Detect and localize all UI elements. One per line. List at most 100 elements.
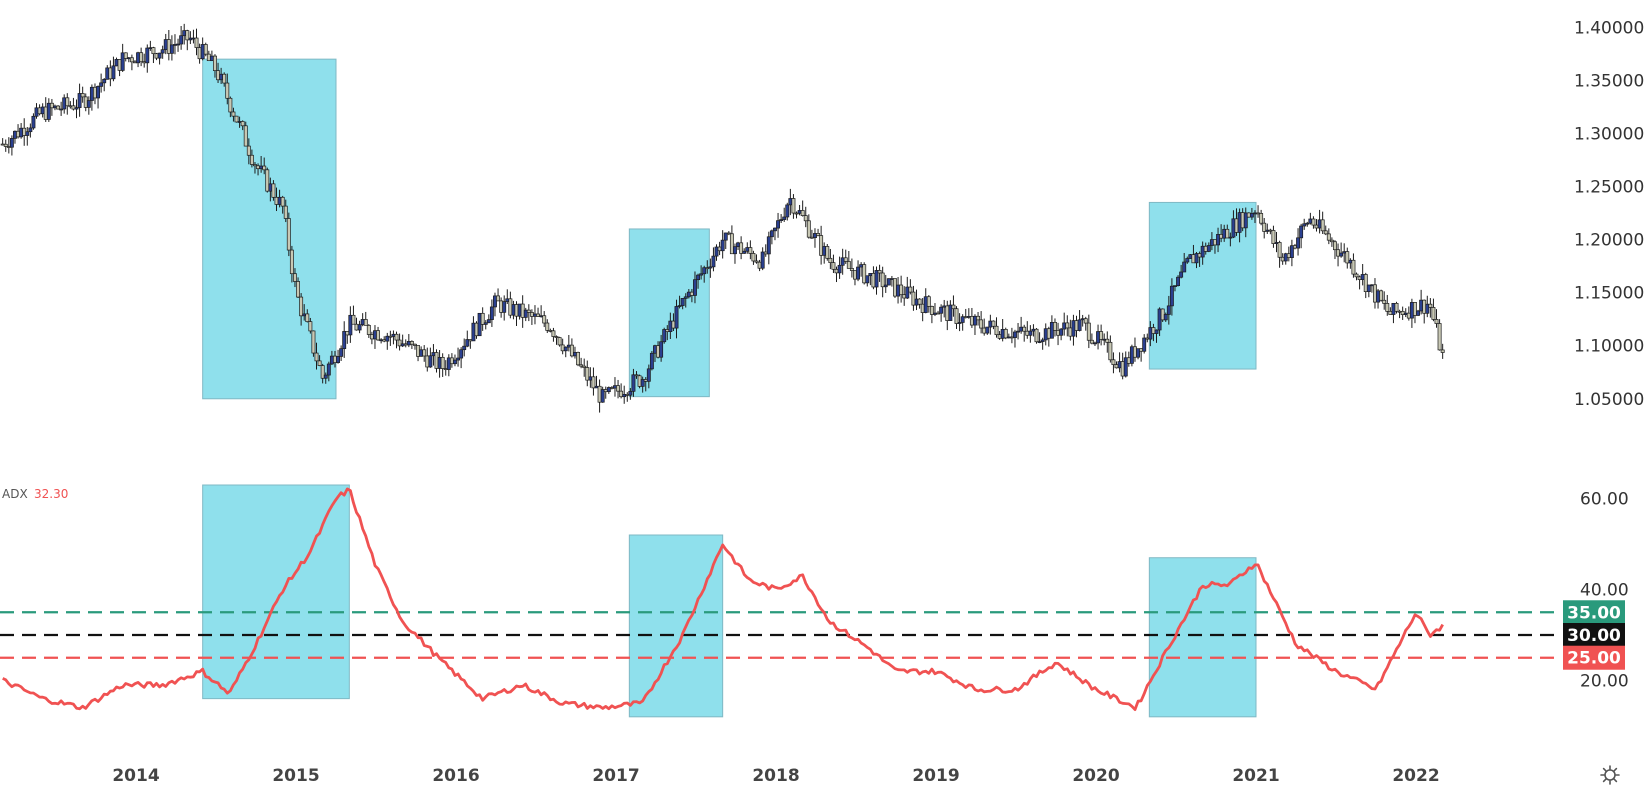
candle-body <box>597 385 602 403</box>
candle-body <box>49 102 54 109</box>
candle-body <box>819 235 824 256</box>
candle-body <box>1277 242 1282 258</box>
candle-body <box>1179 271 1184 278</box>
candle-body <box>388 335 393 338</box>
candle-body <box>262 165 267 171</box>
candle-body <box>1366 284 1371 293</box>
candle-body <box>200 44 205 60</box>
candle-body <box>354 323 359 331</box>
candle-body <box>394 333 399 341</box>
candle-body <box>683 296 688 299</box>
candle-body <box>345 331 350 336</box>
candle-body <box>600 389 605 403</box>
candle-body <box>936 312 941 315</box>
candle-body <box>416 345 421 357</box>
candle-body <box>720 239 725 252</box>
candle-body <box>1068 327 1073 337</box>
candle-body <box>542 315 547 324</box>
candle-body <box>769 230 774 238</box>
price-tick-label: 1.35000 <box>1574 71 1644 91</box>
candle-body <box>1376 290 1381 303</box>
candle-body <box>148 47 153 50</box>
adx-legend-name: ADX <box>2 487 28 501</box>
candle-body <box>1311 218 1316 226</box>
candle-body <box>1157 308 1162 331</box>
x-tick-label: 2021 <box>1232 766 1279 786</box>
candle-body <box>929 306 934 315</box>
candle-body <box>71 105 76 110</box>
candle-body <box>619 390 624 398</box>
candle-body <box>1296 237 1301 249</box>
candle-body <box>862 264 867 284</box>
candle-body <box>1059 328 1064 336</box>
candle-body <box>471 322 476 342</box>
candle-body <box>65 97 70 107</box>
candle-body <box>425 355 430 368</box>
candle-body <box>800 210 805 216</box>
candle-body <box>206 53 211 62</box>
candle-body <box>191 37 196 40</box>
candle-body <box>539 315 544 318</box>
candle-body <box>569 344 574 357</box>
candle-body <box>896 284 901 297</box>
candle-body <box>169 44 174 54</box>
candle-body <box>1016 330 1021 333</box>
candle-body <box>434 352 439 369</box>
gear-icon[interactable] <box>1600 765 1620 785</box>
candle-body <box>68 105 73 108</box>
candle-body <box>1219 234 1224 239</box>
candle-body <box>843 257 848 262</box>
candle-body <box>19 127 24 138</box>
candle-body <box>1262 222 1267 232</box>
candle-body <box>714 246 719 257</box>
candle-body <box>637 375 642 387</box>
candle-body <box>468 339 473 342</box>
candle-body <box>751 253 756 262</box>
candle-body <box>505 298 510 302</box>
candle-body <box>828 257 833 263</box>
candle-body <box>960 316 965 323</box>
candle-body <box>289 249 294 275</box>
candle-body <box>77 93 82 108</box>
candle-body <box>982 327 987 334</box>
candle-body <box>1431 307 1436 320</box>
candle-body <box>689 291 694 296</box>
x-tick-label: 2022 <box>1392 766 1439 786</box>
candle-body <box>991 320 996 327</box>
candle-body <box>948 304 953 321</box>
candle-body <box>1216 234 1221 246</box>
candle-body <box>496 295 501 302</box>
candle-body <box>385 335 390 342</box>
candle-body <box>742 250 747 254</box>
candle-body <box>957 322 962 324</box>
candle-body <box>459 349 464 359</box>
candle-body <box>582 365 587 368</box>
candle-body <box>511 304 516 316</box>
candle-body <box>1133 346 1137 358</box>
candle-body <box>1096 331 1101 344</box>
candle-body <box>56 105 61 110</box>
candle-body <box>93 86 97 99</box>
candle-body <box>1074 320 1079 331</box>
candle-body <box>1222 228 1227 239</box>
candle-body <box>963 316 968 319</box>
candle-body <box>1166 305 1171 315</box>
candle-body <box>253 164 257 167</box>
candle-body <box>1253 212 1257 215</box>
candle-body <box>1259 213 1264 224</box>
candle-body <box>413 343 417 346</box>
candle-body <box>520 303 525 318</box>
x-tick-label: 2019 <box>912 766 959 786</box>
adx-reference-lines <box>0 611 1560 659</box>
candle-body <box>939 306 944 314</box>
candle-body <box>643 379 648 382</box>
candle-body <box>197 47 202 60</box>
candle-body <box>951 304 956 310</box>
candle-body <box>480 312 485 325</box>
candle-body <box>59 108 64 111</box>
candle-body <box>1369 284 1374 287</box>
candle-body <box>849 268 854 271</box>
candle-body <box>228 97 233 113</box>
candle-body <box>22 127 27 136</box>
candle-body <box>1305 222 1310 225</box>
